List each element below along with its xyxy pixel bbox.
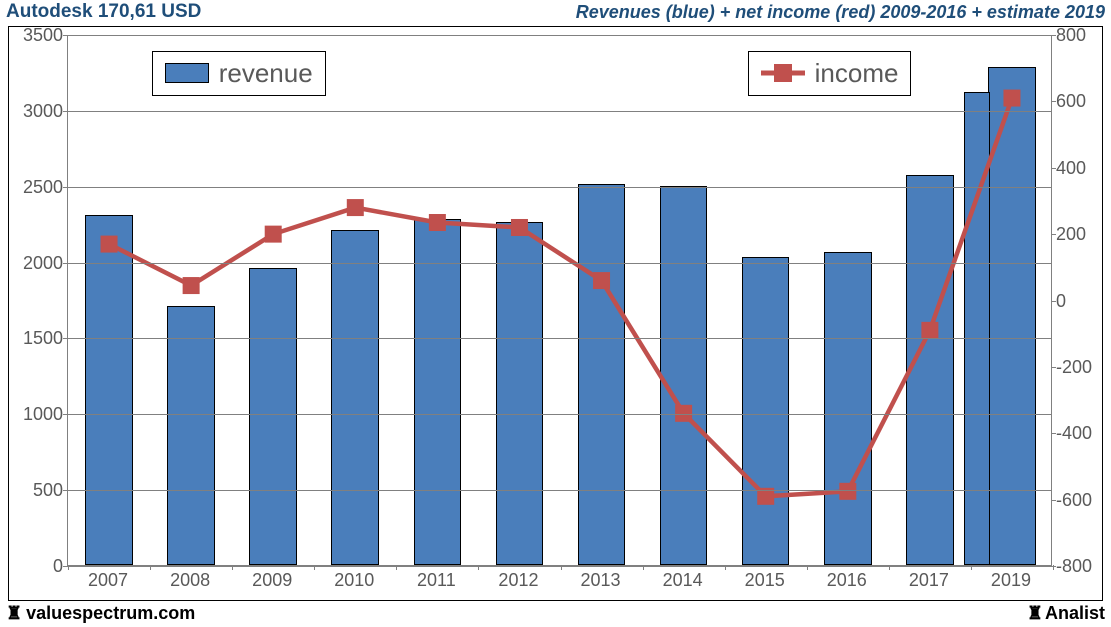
gridline [68,35,1051,36]
x-tick-label: 2007 [88,570,128,591]
x-tick-label: 2014 [663,570,703,591]
y-left-tick-label: 2500 [9,178,63,196]
legend-revenue: revenue [152,51,326,96]
x-tick-label: 2009 [252,570,292,591]
gridline [68,111,1051,112]
legend-income-swatch [761,63,805,83]
title-right: Revenues (blue) + net income (red) 2009-… [576,2,1105,23]
income-marker [840,483,856,499]
gridline [68,338,1051,339]
income-line [109,98,1012,496]
y-right-tick-label: -200 [1056,358,1102,376]
y-left-tick-label: 1500 [9,329,63,347]
x-tick-label: 2019 [991,570,1031,591]
y-right-tick-label: 800 [1056,26,1102,44]
y-left-tick-label: 3500 [9,26,63,44]
x-tick-label: 2010 [334,570,374,591]
y-right-axis-labels: -800-600-400-2000200400600800 [1056,35,1102,566]
legend-revenue-swatch [165,63,209,83]
line-layer [68,35,1053,566]
income-marker [511,219,527,235]
y-right-tick-label: 600 [1056,92,1102,110]
gridline [68,263,1051,264]
rook-icon: ♜ [6,603,22,623]
y-right-tick-label: 400 [1056,159,1102,177]
x-tick-label: 2013 [581,570,621,591]
y-right-tick-label: 0 [1056,292,1102,310]
x-tick-label: 2012 [498,570,538,591]
footer-left-text: valuespectrum.com [26,603,195,623]
x-tick-label: 2017 [909,570,949,591]
gridline [68,187,1051,188]
x-axis-labels: 2007 2008 2009 2010 2011 2012 2013 2014 2015 2016… [67,570,1052,596]
y-left-tick-label: 0 [9,557,63,575]
chart-container: 0500100015002000250030003500 -800-600-40… [8,26,1103,601]
y-left-tick-label: 3000 [9,102,63,120]
income-marker [922,322,938,338]
plot-area: revenue income [67,35,1052,566]
gridline [68,566,1051,567]
x-tick-label: 2015 [745,570,785,591]
y-right-tick-label: -800 [1056,557,1102,575]
y-right-tick-label: -600 [1056,491,1102,509]
x-tick-label: 2016 [827,570,867,591]
income-marker [347,200,363,216]
y-right-tick-label: -400 [1056,424,1102,442]
gridline [68,414,1051,415]
footer-right: ♜Analist [1023,603,1105,624]
title-left: Autodesk 170,61 USD [6,1,201,23]
legend-revenue-label: revenue [219,58,313,89]
y-left-axis-labels: 0500100015002000250030003500 [9,35,63,566]
chart-header: Autodesk 170,61 USD Revenues (blue) + ne… [0,0,1111,26]
income-marker [265,226,281,242]
y-left-tick-label: 1000 [9,405,63,423]
income-marker [594,273,610,289]
income-marker [183,278,199,294]
y-left-tick-label: 500 [9,481,63,499]
income-marker [429,215,445,231]
y-left-tick-label: 2000 [9,254,63,272]
legend-income-label: income [815,58,899,89]
footer-left: ♜valuespectrum.com [6,603,195,624]
y-right-tick-label: 200 [1056,225,1102,243]
income-marker [1004,90,1020,106]
income-marker [101,236,117,252]
footer-right-text: Analist [1045,603,1105,623]
x-tick-label: 2011 [417,570,456,591]
rook-icon: ♜ [1027,603,1043,623]
legend-income: income [748,51,912,96]
x-tick-label: 2008 [170,570,210,591]
footer: ♜valuespectrum.com ♜Analist [0,601,1111,627]
gridline [68,490,1051,491]
